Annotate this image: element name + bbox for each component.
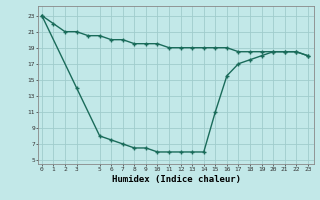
X-axis label: Humidex (Indice chaleur): Humidex (Indice chaleur) (111, 175, 241, 184)
